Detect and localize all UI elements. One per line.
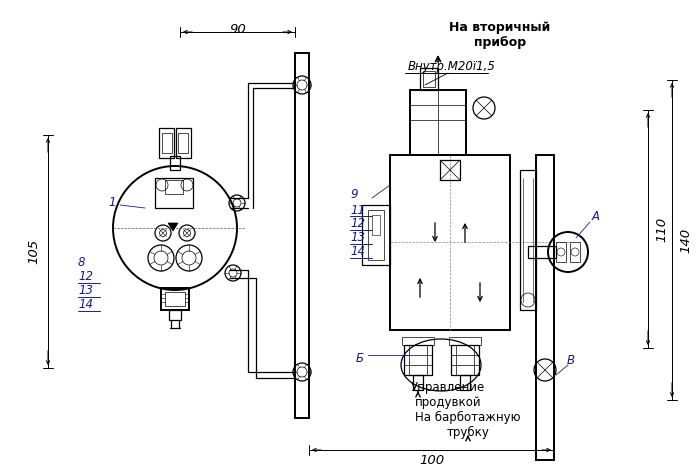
- Bar: [368, 210, 384, 260]
- Text: 140: 140: [680, 228, 692, 253]
- Bar: [176, 128, 191, 158]
- Bar: [155, 178, 193, 208]
- Bar: [402, 337, 434, 345]
- Text: 90: 90: [229, 24, 246, 36]
- Bar: [165, 292, 185, 306]
- Bar: [362, 205, 390, 265]
- Text: 11: 11: [350, 203, 365, 217]
- Bar: [295, 53, 309, 418]
- Bar: [413, 375, 423, 390]
- Bar: [390, 155, 510, 330]
- Bar: [451, 345, 479, 375]
- Text: 9: 9: [350, 189, 358, 201]
- Text: 14: 14: [350, 245, 365, 259]
- Text: B: B: [567, 353, 575, 367]
- Text: 12: 12: [78, 271, 93, 283]
- Text: 105: 105: [27, 239, 41, 264]
- Bar: [460, 375, 470, 390]
- Bar: [570, 242, 580, 262]
- Bar: [169, 310, 181, 320]
- Bar: [423, 71, 435, 87]
- Bar: [528, 246, 556, 258]
- Bar: [449, 337, 481, 345]
- Text: На барботажную
трубку: На барботажную трубку: [415, 411, 521, 439]
- Bar: [420, 68, 438, 90]
- Bar: [404, 345, 432, 375]
- Text: Управление
продувкой: Управление продувкой: [411, 381, 485, 409]
- Bar: [556, 242, 566, 262]
- Text: Внутр.М20ї1,5: Внутр.М20ї1,5: [408, 61, 496, 73]
- Bar: [520, 170, 536, 310]
- Bar: [165, 180, 183, 194]
- Bar: [440, 160, 460, 180]
- Bar: [162, 133, 172, 153]
- Text: 13: 13: [350, 231, 365, 245]
- Polygon shape: [168, 223, 178, 231]
- Text: 110: 110: [655, 217, 668, 242]
- Text: 14: 14: [78, 298, 93, 312]
- Text: A: A: [592, 210, 600, 224]
- Text: 12: 12: [350, 218, 365, 230]
- Bar: [161, 288, 189, 310]
- Text: 8: 8: [78, 255, 85, 269]
- Text: 1: 1: [108, 195, 116, 209]
- Bar: [178, 133, 188, 153]
- Bar: [372, 215, 380, 235]
- Text: На вторичный
прибор: На вторичный прибор: [449, 21, 551, 49]
- Bar: [410, 90, 466, 155]
- Text: Б: Б: [356, 351, 364, 365]
- Bar: [536, 155, 554, 460]
- Bar: [170, 156, 180, 170]
- Text: 100: 100: [419, 454, 444, 466]
- Text: 13: 13: [78, 284, 93, 298]
- Bar: [159, 128, 174, 158]
